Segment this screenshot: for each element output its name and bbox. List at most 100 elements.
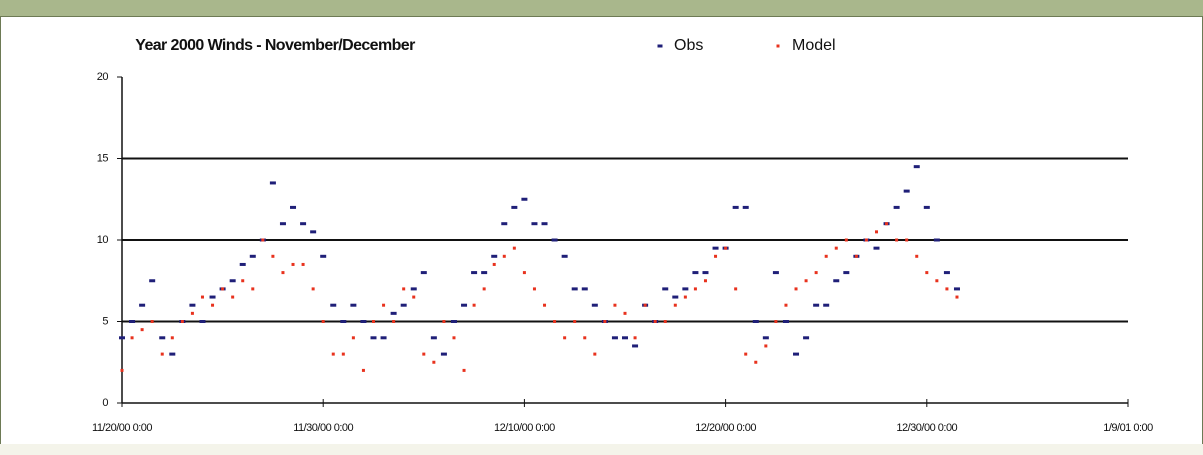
model-point [452,336,456,340]
x-tick-label: 1/9/01 0:00 [1103,422,1153,434]
obs-point [561,254,568,258]
x-tick-label: 12/10/00 0:00 [494,422,555,434]
obs-point [159,336,166,340]
obs-point [471,271,478,275]
obs-point [873,246,880,250]
model-point [553,320,557,323]
model-point [754,360,758,364]
model-point [492,262,496,266]
obs-point [782,320,789,323]
obs-point [672,295,679,299]
model-point [724,246,728,250]
model-point [331,352,335,356]
obs-point [189,303,196,307]
obs-point [400,303,407,307]
obs-point [300,222,307,226]
model-point [683,295,687,299]
model-point [361,368,365,372]
model-point [784,303,788,307]
obs-point [360,320,367,323]
model-point [854,254,858,258]
model-point [442,320,446,323]
model-point [432,360,436,364]
model-point [190,311,194,315]
model-point [241,279,245,283]
model-point [603,320,607,323]
x-tick-label: 11/30/00 0:00 [293,422,353,434]
model-point [864,238,868,242]
model-point [482,287,486,291]
obs-point [269,181,276,185]
obs-point [742,205,749,209]
model-point [281,271,285,275]
model-point [200,295,204,299]
obs-point [420,271,427,275]
obs-point [380,336,387,340]
x-tick-label: 12/20/00 0:00 [695,422,756,434]
obs-point [521,197,528,201]
obs-point [933,238,940,242]
obs-point [310,230,317,234]
obs-point [611,336,618,340]
model-point [372,320,375,323]
model-point [955,295,959,299]
model-point [402,287,406,291]
model-point [311,287,315,291]
obs-point [491,254,498,258]
y-tick-label: 10 [97,234,109,246]
model-point [532,287,536,291]
legend-label: Obs [674,37,703,54]
model-point [412,295,416,299]
obs-point [923,205,930,209]
model-point [583,336,587,340]
model-point [593,352,597,356]
model-point [693,287,697,291]
model-point [502,254,506,258]
obs-point [893,205,900,209]
obs-point [390,311,397,315]
obs-point [531,222,538,226]
model-point [573,320,577,323]
model-point [472,303,476,307]
obs-point [239,262,246,266]
y-tick-label: 0 [102,397,108,409]
obs-point [511,205,518,209]
y-tick-label: 20 [97,71,109,83]
model-point [824,254,828,258]
obs-point [209,295,216,299]
legend-marker [776,44,780,48]
model-point [271,254,275,258]
model-point [261,238,265,242]
model-point [130,336,134,340]
model-point [905,238,909,242]
model-point [512,246,516,250]
obs-point [340,320,347,323]
model-point [703,279,707,283]
obs-point [410,287,417,291]
model-point [543,303,547,307]
legend-marker [657,44,663,48]
obs-point [903,189,910,193]
model-point [653,320,657,323]
model-point [321,320,325,323]
model-point [462,368,466,372]
chart-title: Year 2000 Winds - November/December [135,37,415,54]
model-point [915,254,919,258]
model-point [150,320,154,323]
obs-point [551,238,558,242]
model-point [875,230,878,234]
obs-point [591,303,598,307]
model-point [291,262,295,266]
model-point [221,287,225,291]
obs-point [461,303,468,307]
obs-point [481,271,488,275]
obs-point [249,254,256,258]
model-point [814,271,818,275]
model-point [341,352,345,356]
legend-label: Model [792,37,836,54]
obs-point [813,303,820,307]
obs-point [450,320,457,323]
model-point [643,303,647,307]
obs-point [440,352,447,356]
model-point [422,352,426,356]
